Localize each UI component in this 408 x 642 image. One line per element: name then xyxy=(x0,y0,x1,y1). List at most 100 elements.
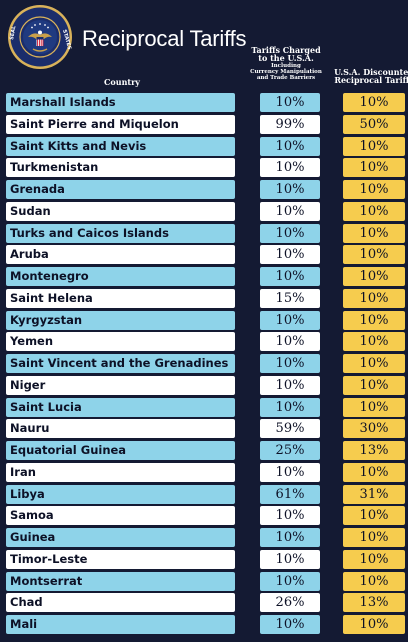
table-row: Saint Helena 15% 10% xyxy=(0,288,408,308)
discounted-tariff-cell: 10% xyxy=(343,549,405,569)
discounted-tariff-cell: 10% xyxy=(343,571,405,591)
table-row: Marshall Islands 10% 10% xyxy=(0,93,408,112)
table-row: Turks and Caicos Islands 10% 10% xyxy=(0,223,408,243)
country-cell: Sudan xyxy=(6,201,235,221)
country-cell: Timor-Leste xyxy=(6,549,235,569)
discounted-header-line2: Reciprocal Tariffs xyxy=(334,75,408,86)
discounted-column-header: U.S.A. Discounted Reciprocal Tariffs xyxy=(334,68,408,85)
tariff-charged-cell: 61% xyxy=(260,484,320,504)
tariff-charged-cell: 10% xyxy=(260,615,320,634)
discounted-tariff-cell: 10% xyxy=(343,288,405,308)
country-cell: Iran xyxy=(6,462,235,482)
tariff-charged-cell: 10% xyxy=(260,310,320,330)
table-row: Guinea 10% 10% xyxy=(0,528,408,547)
tariff-charged-cell: 10% xyxy=(260,201,320,221)
country-cell: Montenegro xyxy=(6,267,235,286)
country-cell: Saint Pierre and Miquelon xyxy=(6,114,235,134)
country-cell: Saint Helena xyxy=(6,288,235,308)
discounted-tariff-cell: 10% xyxy=(343,462,405,482)
discounted-tariff-cell: 13% xyxy=(343,593,405,613)
discounted-tariff-cell: 31% xyxy=(343,484,405,504)
country-cell: Aruba xyxy=(6,245,235,265)
discounted-tariff-cell: 10% xyxy=(343,506,405,526)
tariff-charged-cell: 10% xyxy=(260,528,320,547)
table-row: Grenada 10% 10% xyxy=(0,180,408,199)
tariff-charged-cell: 10% xyxy=(260,223,320,243)
country-cell: Saint Kitts and Nevis xyxy=(6,136,235,156)
tariff-charged-cell: 26% xyxy=(260,593,320,613)
tariff-charged-cell: 10% xyxy=(260,158,320,178)
discounted-header-line1: U.S.A. Discounted xyxy=(334,67,408,77)
country-cell: Niger xyxy=(6,375,235,395)
tariff-charged-cell: 10% xyxy=(260,397,320,417)
country-cell: Turkmenistan xyxy=(6,158,235,178)
country-cell: Chad xyxy=(6,593,235,613)
discounted-tariff-cell: 10% xyxy=(343,267,405,286)
discounted-tariff-cell: 10% xyxy=(343,245,405,265)
tariff-charged-cell: 10% xyxy=(260,571,320,591)
discounted-tariff-cell: 10% xyxy=(343,354,405,373)
table-row: Timor-Leste 10% 10% xyxy=(0,549,408,569)
table-row: Turkmenistan 10% 10% xyxy=(0,158,408,178)
country-cell: Yemen xyxy=(6,332,235,352)
svg-text:STATES: STATES xyxy=(61,29,72,51)
discounted-tariff-cell: 10% xyxy=(343,528,405,547)
discounted-tariff-cell: 13% xyxy=(343,441,405,460)
discounted-tariff-cell: 30% xyxy=(343,419,405,439)
discounted-tariff-cell: 10% xyxy=(343,615,405,634)
tariff-charged-cell: 10% xyxy=(260,375,320,395)
discounted-tariff-cell: 10% xyxy=(343,180,405,199)
tariff-charged-cell: 15% xyxy=(260,288,320,308)
tariff-charged-cell: 10% xyxy=(260,354,320,373)
country-cell: Montserrat xyxy=(6,571,235,591)
discounted-tariff-cell: 10% xyxy=(343,158,405,178)
tariff-charged-cell: 10% xyxy=(260,93,320,112)
table-row: Saint Kitts and Nevis 10% 10% xyxy=(0,136,408,156)
tariff-charged-cell: 25% xyxy=(260,441,320,460)
table-row: Yemen 10% 10% xyxy=(0,332,408,352)
country-cell: Nauru xyxy=(6,419,235,439)
discounted-tariff-cell: 10% xyxy=(343,310,405,330)
country-cell: Libya xyxy=(6,484,235,504)
country-cell: Saint Lucia xyxy=(6,397,235,417)
country-cell: Guinea xyxy=(6,528,235,547)
table-row: Saint Pierre and Miquelon 99% 50% xyxy=(0,114,408,134)
page-title: Reciprocal Tariffs xyxy=(82,26,247,51)
table-row: Montserrat 10% 10% xyxy=(0,571,408,591)
tariff-charged-cell: 59% xyxy=(260,419,320,439)
tariff-charged-cell: 10% xyxy=(260,462,320,482)
table-row: Equatorial Guinea 25% 13% xyxy=(0,441,408,460)
discounted-tariff-cell: 50% xyxy=(343,114,405,134)
discounted-tariff-cell: 10% xyxy=(343,201,405,221)
discounted-tariff-cell: 10% xyxy=(343,93,405,112)
country-cell: Samoa xyxy=(6,506,235,526)
svg-text:SEAL: SEAL xyxy=(9,25,17,41)
table-row: Samoa 10% 10% xyxy=(0,506,408,526)
discounted-tariff-cell: 10% xyxy=(343,136,405,156)
table-row: Saint Vincent and the Grenadines 10% 10% xyxy=(0,354,408,373)
discounted-tariff-cell: 10% xyxy=(343,332,405,352)
country-cell: Mali xyxy=(6,615,235,634)
charged-header-line1: Tariffs Charged xyxy=(251,45,321,55)
charged-header-sub3: and Trade Barriers xyxy=(256,75,316,82)
table-row: Libya 61% 31% xyxy=(0,484,408,504)
table-row: Aruba 10% 10% xyxy=(0,245,408,265)
country-cell: Saint Vincent and the Grenadines xyxy=(6,354,235,373)
tariff-charged-cell: 10% xyxy=(260,136,320,156)
discounted-tariff-cell: 10% xyxy=(343,223,405,243)
tariff-charged-cell: 10% xyxy=(260,180,320,199)
country-column-header: Country xyxy=(82,78,162,86)
charged-header-sub2: Currency Manipulation xyxy=(250,69,322,76)
country-cell: Kyrgyzstan xyxy=(6,310,235,330)
table-row: Mali 10% 10% xyxy=(0,615,408,634)
country-cell: Grenada xyxy=(6,180,235,199)
table-row: Kyrgyzstan 10% 10% xyxy=(0,310,408,330)
table-row: Nauru 59% 30% xyxy=(0,419,408,439)
charged-column-header: Tariffs Charged to the U.S.A. Including … xyxy=(246,46,326,82)
country-cell: Marshall Islands xyxy=(6,93,235,112)
table-row: Chad 26% 13% xyxy=(0,593,408,613)
tariff-charged-cell: 10% xyxy=(260,506,320,526)
discounted-tariff-cell: 10% xyxy=(343,397,405,417)
tariff-charged-cell: 10% xyxy=(260,267,320,286)
table-row: Saint Lucia 10% 10% xyxy=(0,397,408,417)
